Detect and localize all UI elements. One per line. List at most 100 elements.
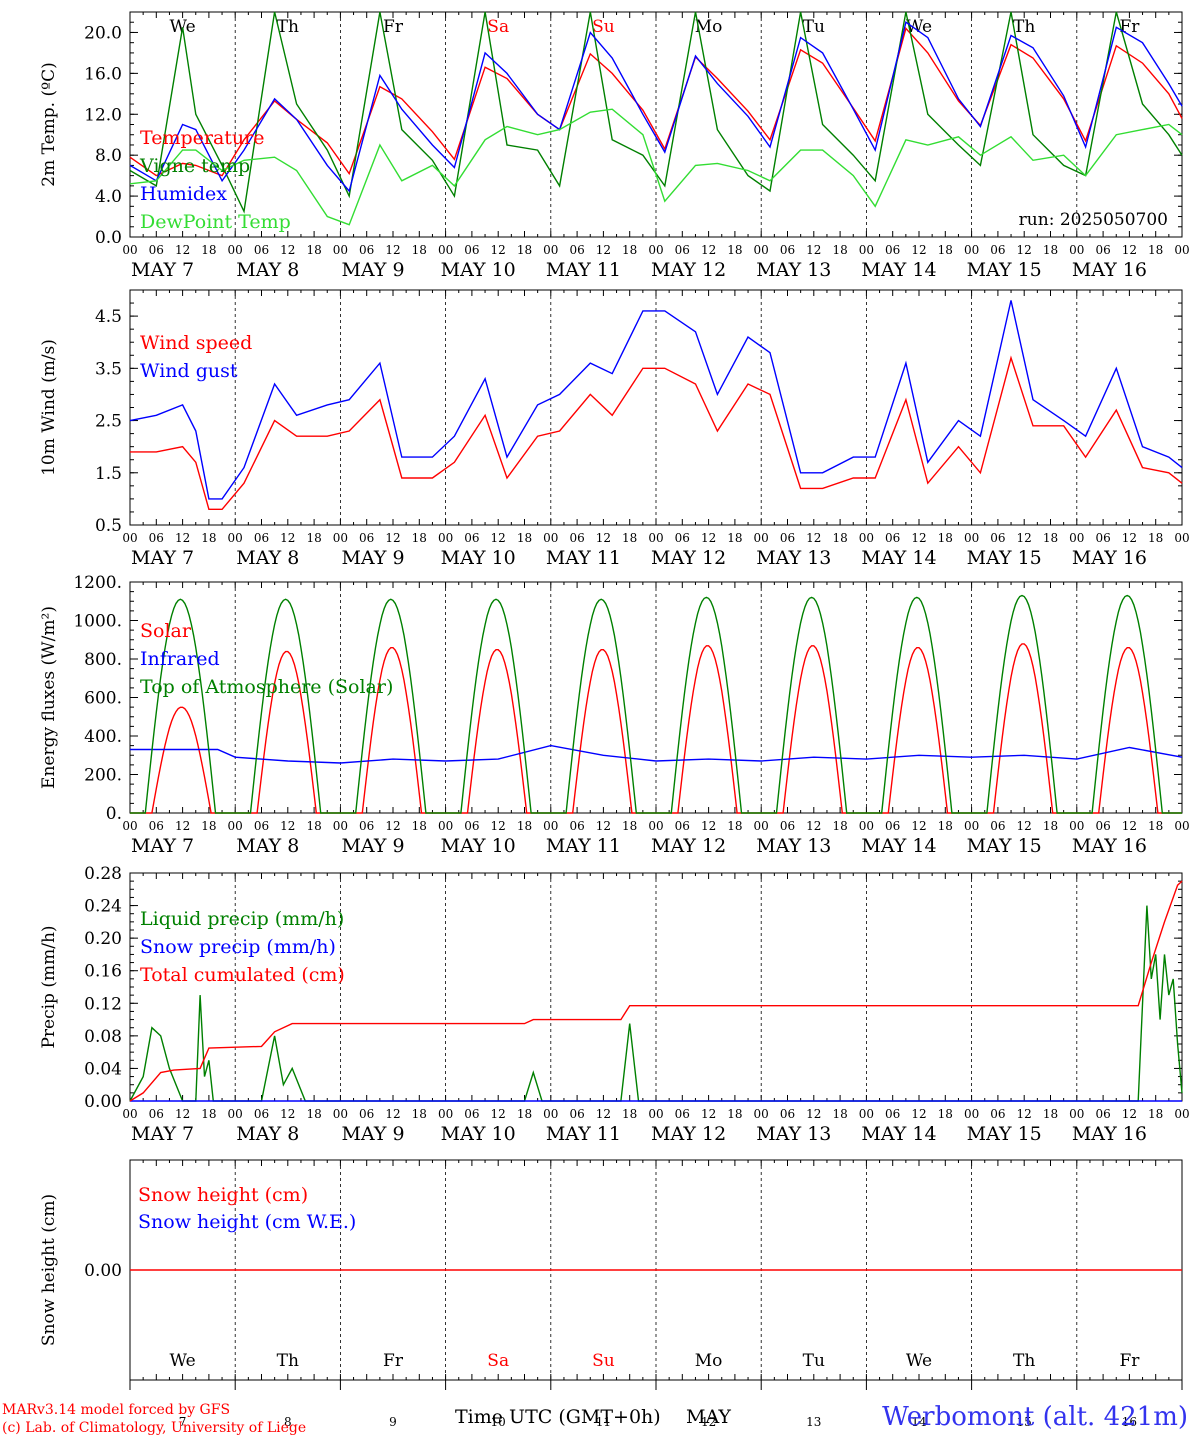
date-label: MAY 9 [341,835,404,857]
hour-label: 00 [333,243,348,257]
hour-label: 06 [149,243,164,257]
hour-label: 12 [911,531,926,545]
date-label: MAY 10 [441,547,516,569]
y-tick-label: 600. [84,689,122,709]
day-number: 11 [596,1415,611,1429]
panel-snow: 0.00 Snow height (cm) 7 8 9 10 11 12 13 14 15 16 We T… [39,1159,1183,1429]
hour-label: 12 [1122,1107,1137,1121]
date-label: MAY 7 [131,835,194,857]
hour-label: 12 [385,1107,400,1121]
hour-label: 18 [622,243,637,257]
hour-label: 12 [701,1107,716,1121]
hour-label: 18 [727,243,742,257]
y-tick-label: 200. [84,766,122,786]
date-label: MAY 9 [341,547,404,569]
hour-label: 18 [412,531,427,545]
hour-label: 12 [596,819,611,833]
hour-label: 06 [254,243,269,257]
date-label: MAY 15 [967,259,1042,281]
credit-line-2: (c) Lab. of Climatology, University of L… [2,1420,307,1436]
hour-label: 18 [1043,819,1058,833]
y-tick-label: 20.0 [84,23,122,43]
hour-label: 00 [859,531,874,545]
y-tick-label: 0.08 [84,1027,122,1047]
panel-temperature: 0.0 4.0 8.0 12.0 16.0 20.0 2m Temp. (ºC) 00 06 12… [39,11,1190,281]
hour-label: 00 [122,243,137,257]
legend-entry: Wind gust [140,360,238,382]
hour-label: 12 [701,819,716,833]
date-label: MAY 8 [236,259,299,281]
hour-label: 06 [780,1107,795,1121]
station-name: Werbomont (alt. 421m) [882,1402,1188,1432]
date-label: MAY 11 [546,1123,621,1145]
hour-label: 00 [1174,1107,1189,1121]
hour-label: 12 [806,531,821,545]
hour-label: 06 [359,1107,374,1121]
hour-label: 18 [622,531,637,545]
hour-label: 18 [201,531,216,545]
hour-label: 18 [517,819,532,833]
weekday-label: Mo [695,1351,723,1371]
hour-label: 12 [911,1107,926,1121]
hour-label: 00 [964,1107,979,1121]
hour-label: 00 [228,819,243,833]
day-number: 13 [806,1415,821,1429]
hour-label: 12 [385,243,400,257]
date-label: MAY 12 [651,1123,726,1145]
hour-label: 00 [333,531,348,545]
hour-label: 00 [964,531,979,545]
hour-label: 12 [491,819,506,833]
hour-label: 06 [1095,243,1110,257]
y-tick-label: 400. [84,727,122,747]
hour-label: 12 [1017,1107,1032,1121]
legend-entry: Snow precip (mm/h) [140,936,336,958]
x-axis-month: MAY [686,1406,731,1428]
hour-label: 06 [464,531,479,545]
x-axis-title: Time UTC (GMT+0h) [455,1406,661,1428]
hour-label: 18 [1148,1107,1163,1121]
hour-label: 06 [569,531,584,545]
y-axis-label: Precip (mm/h) [39,925,59,1048]
run-annotation: run: 2025050700 [1019,210,1168,230]
date-label: MAY 7 [131,1123,194,1145]
date-label: MAY 15 [967,1123,1042,1145]
hour-label: 18 [1043,1107,1058,1121]
weekday-label: We [906,17,932,37]
date-label: MAY 15 [967,835,1042,857]
hour-label: 18 [1148,243,1163,257]
y-axis-label: Energy fluxes (W/m²) [39,606,59,789]
hour-label: 12 [701,531,716,545]
weekday-label: Fr [383,1351,404,1371]
y-tick-label: 1.5 [95,464,122,484]
hour-label: 00 [648,243,663,257]
panel-precip: 0.00 0.04 0.08 0.12 0.16 0.20 0.24 0.28 Precip (… [39,864,1190,1145]
hour-label: 06 [885,1107,900,1121]
hour-label: 18 [412,243,427,257]
day-number: 8 [284,1415,292,1429]
hour-label: 00 [648,1107,663,1121]
weekday-label: Fr [1119,1351,1140,1371]
hour-label: 18 [517,1107,532,1121]
y-tick-label: 0.00 [84,1092,122,1112]
hour-label: 18 [1043,531,1058,545]
weekday-label: Su [592,1351,615,1371]
hour-label: 00 [543,819,558,833]
date-label: MAY 14 [861,835,936,857]
y-axis-label: Snow height (cm) [39,1194,59,1346]
series-dewpoint-temp [129,108,1183,226]
date-label: MAY 12 [651,835,726,857]
hour-label: 00 [333,819,348,833]
hour-label: 18 [201,819,216,833]
day-number: 7 [179,1415,187,1429]
legend-entry: Temperature [140,127,264,149]
weekday-label: We [170,17,196,37]
date-label: MAY 7 [131,259,194,281]
hour-label: 12 [1122,819,1137,833]
hour-label: 06 [359,531,374,545]
weekday-label: Su [592,17,615,37]
legend-entry: Vigne temp [139,155,250,177]
y-tick-label: 0.24 [84,897,122,917]
credit-line-1: MARv3.14 model forced by GFS [2,1402,231,1418]
legend-entry: Humidex [140,183,227,205]
